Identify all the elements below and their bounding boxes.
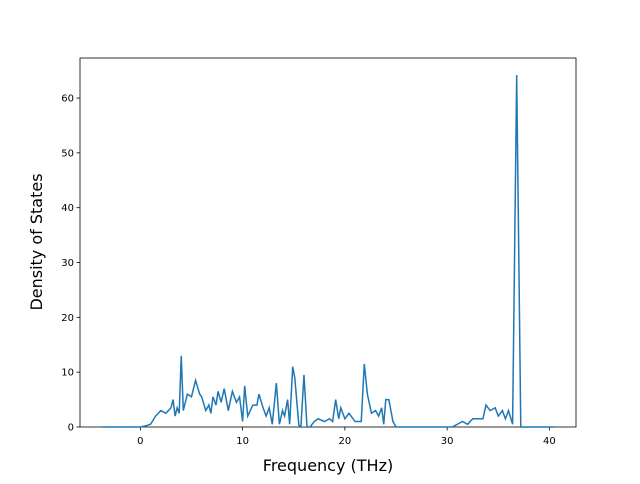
x-tick-label: 20 [339, 436, 352, 447]
y-tick-label: 30 [61, 258, 74, 269]
y-tick-label: 20 [61, 313, 74, 324]
y-tick-label: 40 [61, 203, 74, 214]
x-tick-label: 0 [137, 436, 143, 447]
y-tick-label: 50 [61, 148, 74, 159]
y-tick-label: 60 [61, 94, 74, 105]
x-axis-label: Frequency (THz) [263, 456, 393, 475]
x-tick-label: 10 [236, 436, 249, 447]
y-tick-label: 0 [68, 423, 74, 434]
x-tick-label: 30 [441, 436, 454, 447]
y-tick-label: 10 [61, 368, 74, 379]
y-axis-label: Density of States [27, 173, 46, 310]
x-tick-label: 40 [543, 436, 556, 447]
plot-frame [79, 57, 577, 428]
line-series [102, 74, 554, 429]
